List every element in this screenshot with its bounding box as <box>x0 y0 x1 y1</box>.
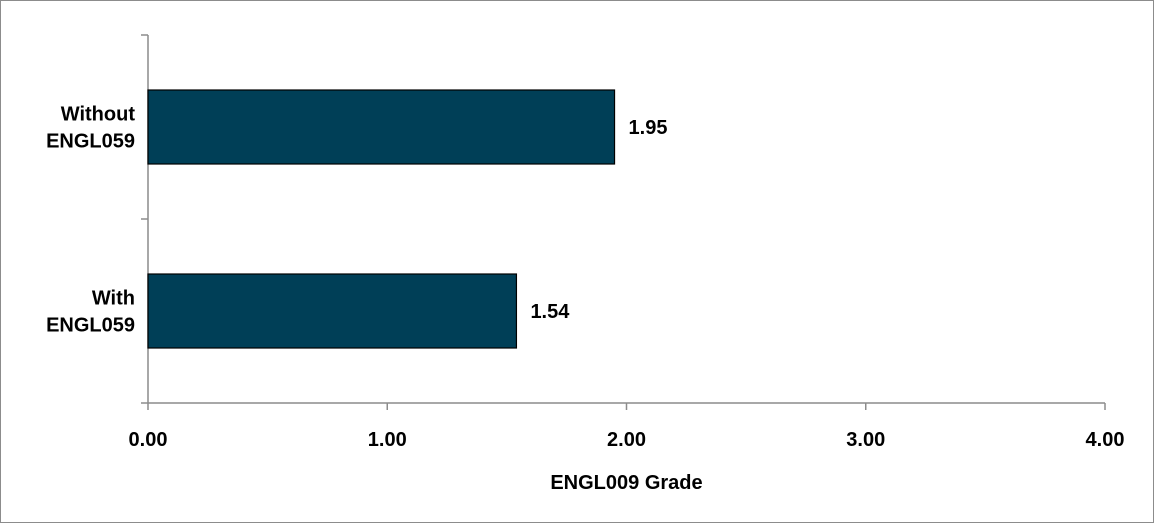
x-axis-tick-label: 1.00 <box>368 429 407 451</box>
x-axis-tick-label: 0.00 <box>129 429 168 451</box>
bar <box>147 273 518 349</box>
data-label: 1.54 <box>530 301 570 323</box>
x-axis-tick-label: 2.00 <box>607 429 646 451</box>
x-axis-tick-label: 3.00 <box>846 429 885 451</box>
x-axis-tick-label: 4.00 <box>1086 429 1125 451</box>
x-axis-title: ENGL009 Grade <box>550 472 702 494</box>
labels: 1.95 Without ENGL059 1.54 With ENGL059 <box>46 104 667 337</box>
y-axis-category-label: Without ENGL059 <box>46 104 135 153</box>
bars <box>147 89 616 349</box>
bar <box>147 89 616 165</box>
data-label: 1.95 <box>629 117 668 139</box>
y-axis-category-label: With ENGL059 <box>46 288 135 337</box>
x-axis-ticks: 0.00 1.00 2.00 3.00 4.00 <box>129 34 1125 451</box>
